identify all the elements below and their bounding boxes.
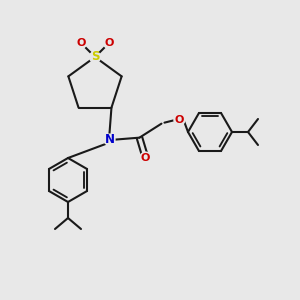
Text: O: O	[175, 115, 184, 125]
Text: O: O	[76, 38, 86, 48]
Circle shape	[103, 38, 115, 49]
Text: S: S	[91, 50, 99, 64]
Text: O: O	[141, 153, 150, 163]
Circle shape	[140, 152, 151, 163]
Circle shape	[174, 114, 185, 125]
Text: O: O	[104, 38, 114, 48]
Circle shape	[76, 38, 86, 49]
Circle shape	[89, 52, 100, 62]
Text: N: N	[104, 133, 115, 146]
Circle shape	[104, 134, 115, 145]
